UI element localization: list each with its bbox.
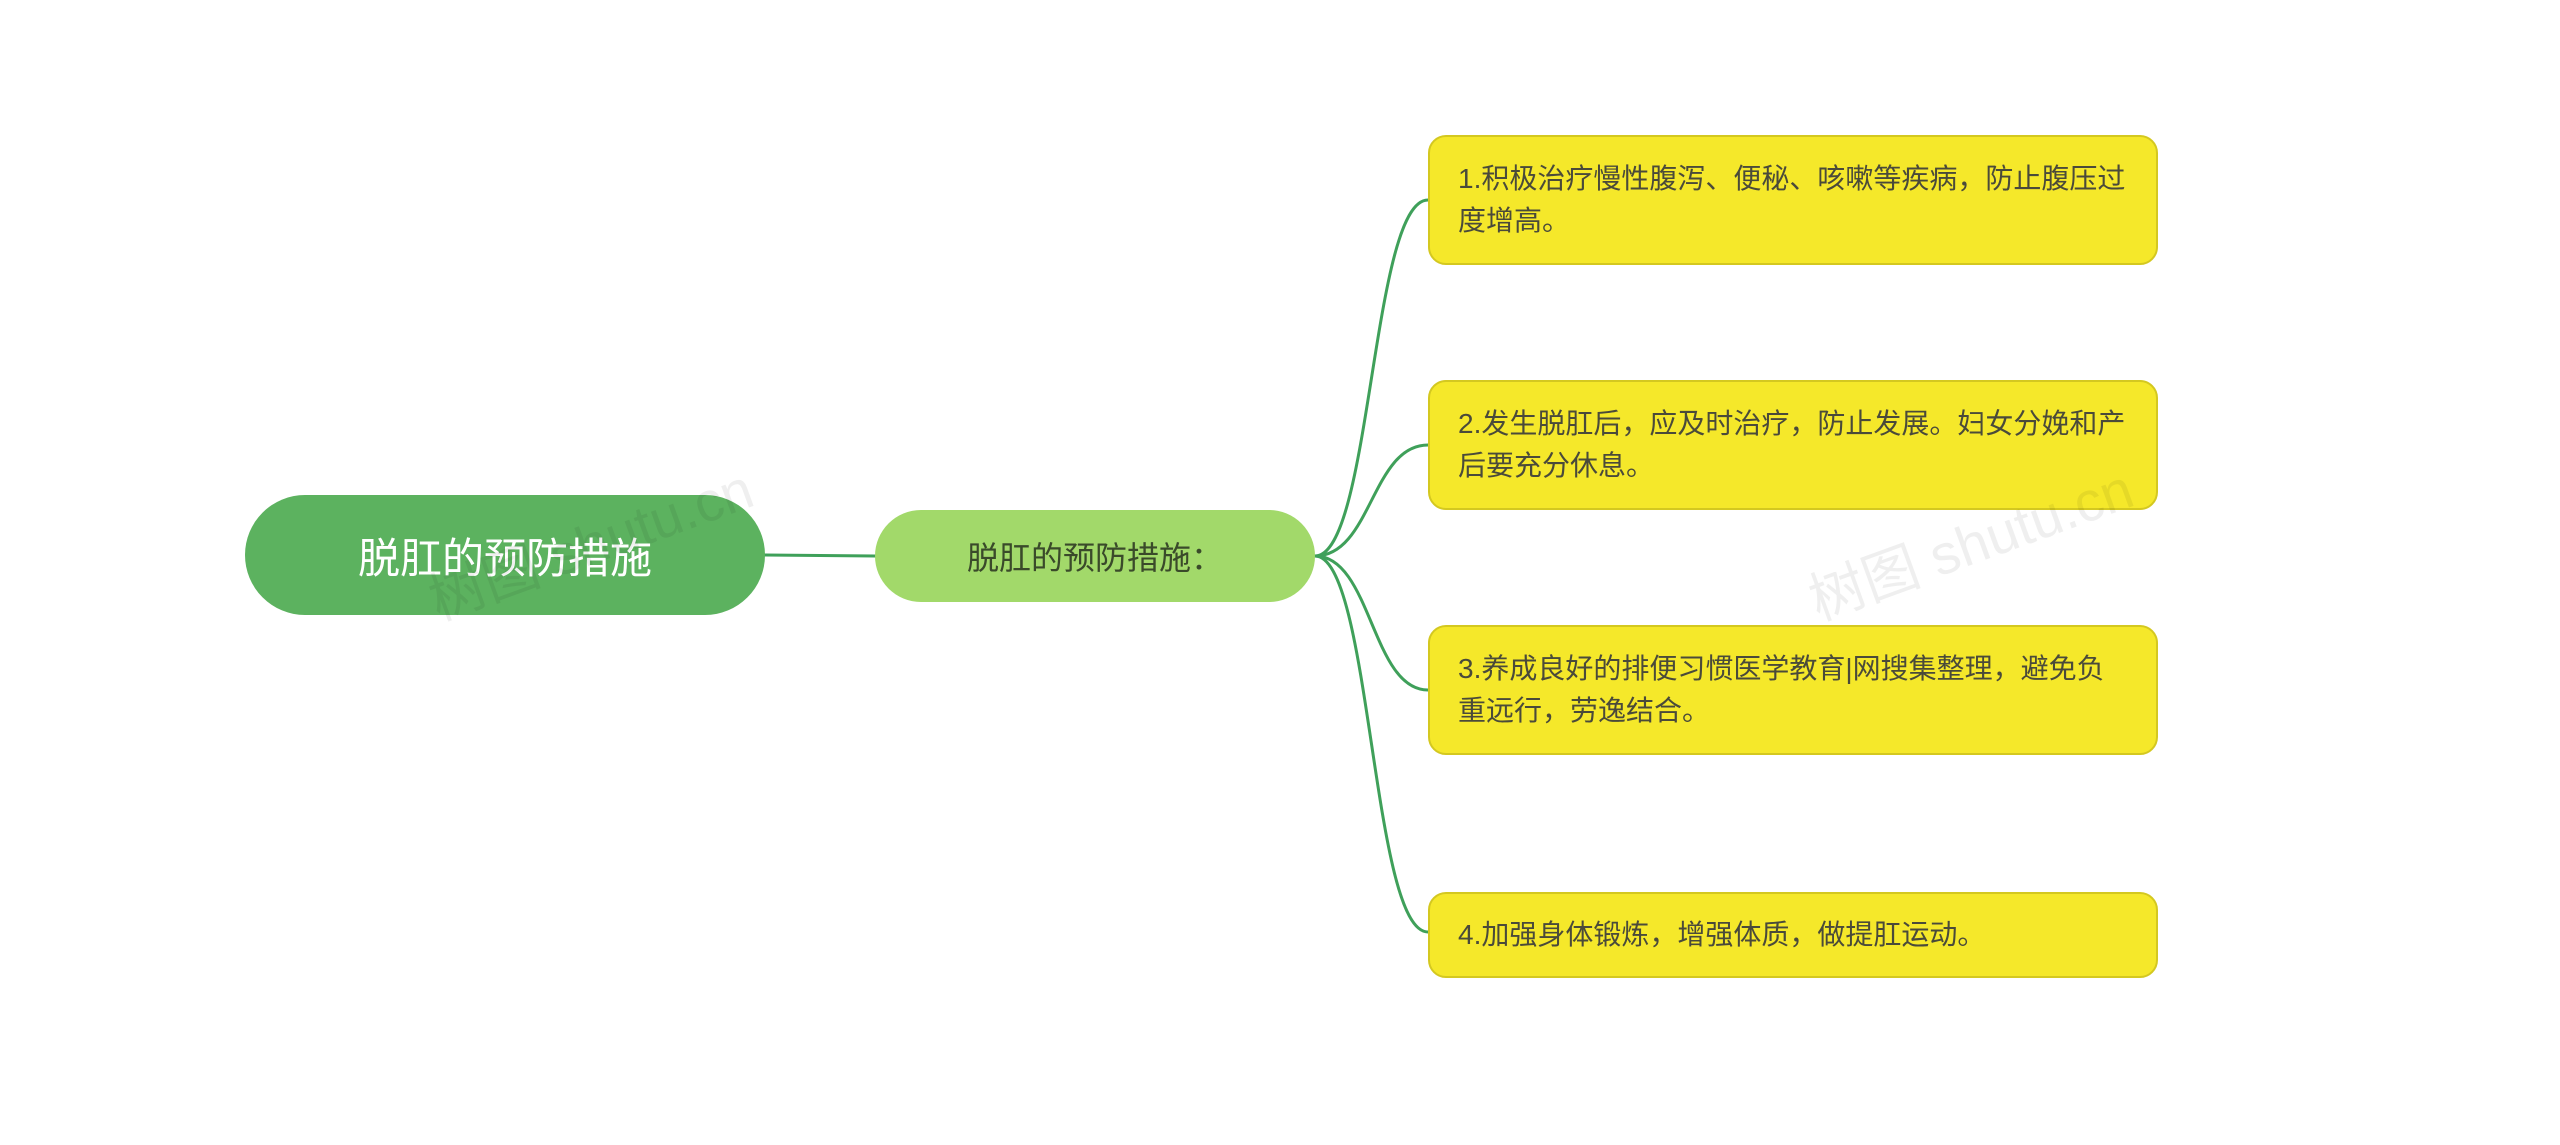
leaf-node-2[interactable]: 2.发生脱肛后，应及时治疗，防止发展。妇女分娩和产后要充分休息。	[1428, 380, 2158, 510]
leaf-node-3[interactable]: 3.养成良好的排便习惯医学教育|网搜集整理，避免负重远行，劳逸结合。	[1428, 625, 2158, 755]
mindmap-canvas: 脱肛的预防措施 脱肛的预防措施： 1.积极治疗慢性腹泻、便秘、咳嗽等疾病，防止腹…	[0, 0, 2560, 1145]
root-node[interactable]: 脱肛的预防措施	[245, 495, 765, 615]
leaf-node-4[interactable]: 4.加强身体锻炼，增强体质，做提肛运动。	[1428, 892, 2158, 978]
leaf-node-1[interactable]: 1.积极治疗慢性腹泻、便秘、咳嗽等疾病，防止腹压过度增高。	[1428, 135, 2158, 265]
branch-node[interactable]: 脱肛的预防措施：	[875, 510, 1315, 602]
